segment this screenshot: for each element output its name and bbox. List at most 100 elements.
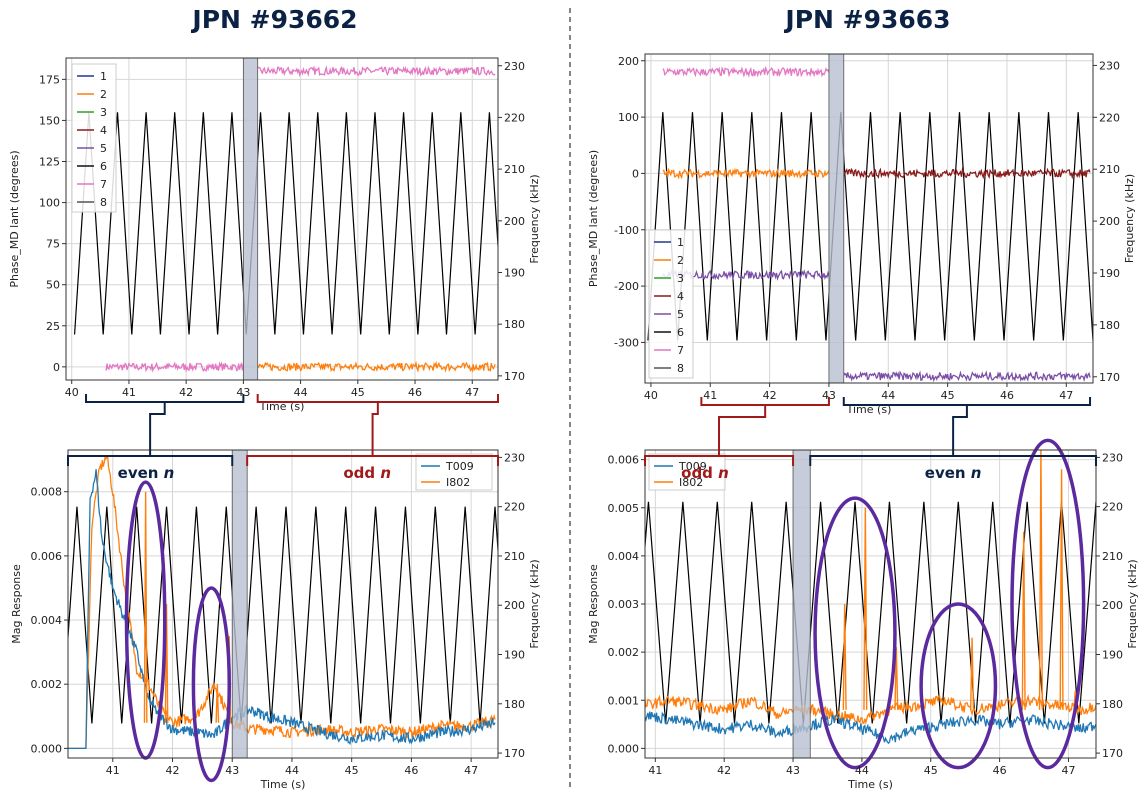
y-axis-label: Mag Response xyxy=(10,564,23,644)
y-tick-label: 0.002 xyxy=(608,646,640,659)
x-tick-label: 44 xyxy=(294,386,308,399)
x-tick-label: 45 xyxy=(351,386,365,399)
connector-even xyxy=(149,402,166,456)
transition-band xyxy=(231,450,248,758)
y-tick-label: 0.005 xyxy=(608,502,640,515)
x-tick-label: 45 xyxy=(941,389,955,402)
y2-tick-label: 200 xyxy=(1099,215,1120,228)
y-tick-label: 0.002 xyxy=(31,678,63,691)
bracket-label-even: even n xyxy=(925,464,982,482)
x-tick-label: 47 xyxy=(464,764,478,777)
bracket-label-n: n xyxy=(164,464,175,482)
x-tick-label: 46 xyxy=(993,764,1007,777)
y-tick-label: -300 xyxy=(614,336,639,349)
I802-spike xyxy=(863,507,868,710)
bracket-label-odd: odd n xyxy=(343,464,391,482)
y2-tick-label: 180 xyxy=(504,698,525,711)
x-tick-label: 44 xyxy=(881,389,895,402)
y2-tick-label: 170 xyxy=(504,370,525,383)
y-axis-label: Mag Response xyxy=(587,564,600,644)
frequency-sweep-line xyxy=(647,112,1093,341)
plot-area xyxy=(68,450,498,758)
y2-tick-label: 230 xyxy=(1102,451,1123,464)
legend-label-3: 3 xyxy=(677,272,684,285)
y2-axis-label: Frequency (kHz) xyxy=(528,174,541,263)
legend-label-4: 4 xyxy=(677,290,684,303)
I802-spike xyxy=(1038,450,1043,710)
legend-label-6: 6 xyxy=(677,326,684,339)
transition-band xyxy=(828,54,845,383)
plot-content xyxy=(73,58,498,380)
legend-label-4: 4 xyxy=(100,124,107,137)
x-axis-label: Time (s) xyxy=(847,778,893,791)
x-tick-label: 43 xyxy=(786,764,800,777)
legend-label-1: 1 xyxy=(677,236,684,249)
y2-tick-label: 220 xyxy=(504,501,525,514)
mag-series-T009 xyxy=(645,711,1096,745)
connector-odd xyxy=(371,402,379,456)
y2-axis-label: Frequency (kHz) xyxy=(528,559,541,648)
y2-tick-label: 220 xyxy=(1102,501,1123,514)
frequency-sweep-line xyxy=(73,112,498,335)
bracket-label-n: n xyxy=(971,464,982,482)
plot-frame xyxy=(67,449,499,759)
y2-tick-label: 170 xyxy=(504,747,525,760)
y-tick-label: 125 xyxy=(39,156,60,169)
legend-box xyxy=(648,453,726,491)
y2-axis-label: Frequency (kHz) xyxy=(1123,174,1136,263)
x-tick-label: 47 xyxy=(465,386,479,399)
y-axis-label: Phase_MD lant (degrees) xyxy=(587,150,600,287)
x-tick-label: 44 xyxy=(855,764,869,777)
x-tick-label: 43 xyxy=(822,389,836,402)
x-tick-label: 47 xyxy=(1061,764,1075,777)
x-tick-label: 46 xyxy=(408,386,422,399)
phase-series-7 xyxy=(105,361,245,373)
bracket-label-even: even n xyxy=(118,464,175,482)
y2-tick-label: 220 xyxy=(1099,111,1120,124)
I802-spike xyxy=(1059,469,1064,710)
legend-label-7: 7 xyxy=(100,178,107,191)
y2-tick-label: 220 xyxy=(504,111,525,124)
charts-layer: 40 41 42 43 44 45 46 47025507510012515017517018… xyxy=(8,53,1139,791)
y-tick-label: 0.006 xyxy=(31,550,63,563)
x-tick-label: 46 xyxy=(1000,389,1014,402)
y-tick-label: 0.000 xyxy=(608,742,640,755)
y2-tick-label: 180 xyxy=(1102,698,1123,711)
x-tick-label: 42 xyxy=(166,764,180,777)
y-tick-label: 0 xyxy=(53,361,60,374)
y-tick-label: 0.001 xyxy=(608,694,640,707)
x-axis-label: Time (s) xyxy=(846,403,892,416)
plot-content xyxy=(68,450,498,758)
bracket-label-n: n xyxy=(718,464,729,482)
y-tick-label: 0.003 xyxy=(608,598,640,611)
I802-spike xyxy=(164,603,169,723)
connector-odd xyxy=(718,405,767,456)
x-tick-label: 45 xyxy=(924,764,938,777)
legend-label-8: 8 xyxy=(677,362,684,375)
y2-tick-label: 210 xyxy=(504,163,525,176)
legend-label-T009: T009 xyxy=(445,460,474,473)
mag-series-T009 xyxy=(68,469,496,750)
y2-tick-label: 190 xyxy=(1099,267,1120,280)
x-tick-label: 41 xyxy=(648,764,662,777)
y-tick-label: 100 xyxy=(618,111,639,124)
y-tick-label: 200 xyxy=(618,55,639,68)
y-tick-label: -100 xyxy=(614,224,639,237)
legend-label-2: 2 xyxy=(100,88,107,101)
y-tick-label: 0.000 xyxy=(31,742,63,755)
legend-box xyxy=(648,229,694,379)
chart-tl: 40 41 42 43 44 45 46 47025507510012515017517018… xyxy=(8,57,541,413)
legend-label-T009: T009 xyxy=(678,460,707,473)
y-tick-label: 0.004 xyxy=(608,550,640,563)
y-tick-label: 50 xyxy=(46,279,60,292)
x-axis-label: Time (s) xyxy=(260,778,306,791)
y-tick-label: 75 xyxy=(46,238,60,251)
plot-content xyxy=(647,54,1093,383)
right-title: JPN #93663 xyxy=(783,5,950,34)
y-tick-label: 150 xyxy=(39,114,60,127)
y2-tick-label: 210 xyxy=(1099,163,1120,176)
y2-tick-label: 230 xyxy=(504,451,525,464)
y2-tick-label: 190 xyxy=(504,649,525,662)
I802-spike xyxy=(969,637,975,710)
